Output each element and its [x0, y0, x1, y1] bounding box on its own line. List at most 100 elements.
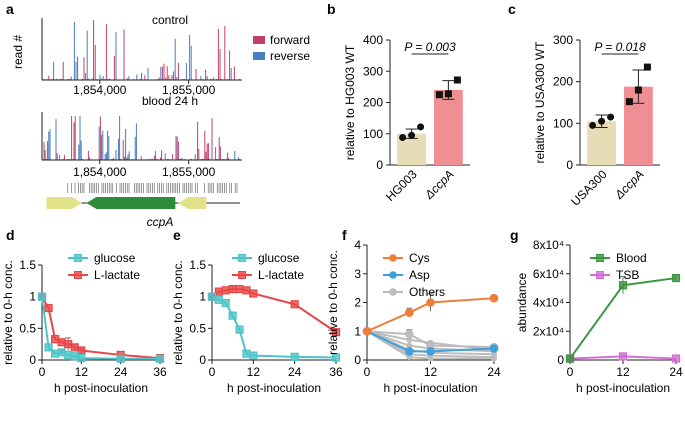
g-y-tick-label: 8x10⁴	[533, 238, 564, 252]
g-point-blood	[618, 281, 628, 290]
b-y-tick-label: 300	[363, 64, 383, 78]
f-line-asp	[366, 330, 495, 353]
g-x-tick-label: 0	[567, 365, 574, 379]
track1-x-label-1855000: 1,855,000	[162, 83, 216, 97]
d-point-glucose	[64, 350, 73, 360]
f-x-tick-label: 24	[487, 365, 501, 379]
gene-arrow-downstream	[178, 197, 207, 209]
f-point-others	[405, 329, 414, 339]
e-x-label: h post-inoculation	[227, 381, 321, 395]
panel-b-bar-chart: 0 100 200 300 400 HG003 ΔccpA P = 0.003 relative…	[343, 33, 470, 204]
gene-label-ccpa: ccpA	[147, 215, 174, 229]
d-point-glucose	[37, 292, 47, 301]
f-others-line	[366, 330, 495, 359]
panel-e-line-chart: 0 0.5 1 1.5 0 12 24 36 h post-inoculation relativ…	[171, 251, 343, 395]
insertion-site-strip	[67, 183, 238, 193]
g-x-tick-label: 12	[616, 365, 630, 379]
b-point	[408, 131, 416, 139]
f-legend-label-asp: Asp	[409, 268, 430, 282]
d-point-glucose	[57, 348, 66, 357]
panel-label-c: c	[508, 1, 516, 17]
d-point-glucose	[51, 349, 60, 358]
e-point-l-lactate	[290, 300, 299, 309]
d-y-tick-label: 0.5	[19, 321, 36, 335]
e-point-glucose	[228, 311, 237, 320]
f-point-cys	[405, 308, 414, 317]
f-others-point	[406, 342, 413, 349]
panel-label-d: d	[6, 227, 15, 243]
c-pvalue: P = 0.018	[594, 40, 646, 54]
f-others-line	[366, 330, 494, 360]
c-y-tick-label: 100	[553, 116, 573, 130]
legend-forward-swatch	[253, 36, 265, 44]
f-y-tick-label: 3	[354, 267, 361, 281]
e-x-tick-label: 0	[209, 365, 216, 379]
b-point	[399, 134, 407, 141]
c-x-label-0: USA300	[568, 167, 610, 209]
f-y-tick-label: 2	[354, 296, 361, 310]
c-point	[634, 86, 642, 94]
e-point-glucose	[221, 298, 230, 308]
c-point	[643, 63, 651, 71]
d-point-glucose	[155, 354, 165, 363]
d-point-l-lactate	[64, 340, 73, 349]
e-legend-label-l-lactate: L-lactate	[258, 268, 304, 282]
g-point-blood	[565, 354, 575, 363]
g-legend-marker-blood	[596, 254, 604, 262]
f-point-asp	[405, 347, 414, 356]
d-y-tick-label: 1	[29, 290, 36, 304]
f-x-label: h post-inoculation	[383, 381, 477, 395]
legend-forward-label: forward	[270, 33, 310, 47]
legend-reverse-label: reverse	[270, 49, 310, 63]
f-y-tick-label: 4	[354, 238, 361, 252]
f-legend-label-others: Others	[409, 285, 445, 299]
c-point	[625, 98, 633, 106]
c-y-tick-label: 0	[566, 158, 573, 172]
d-legend-label-l-lactate: L-lactate	[94, 268, 140, 282]
d-x-tick-label: 0	[39, 365, 46, 379]
f-legend-marker-others	[389, 288, 397, 296]
panel-d-line-chart: 0 0.5 1 1.5 0 12 24 36 h post-inoculation relativ…	[1, 251, 167, 395]
f-legend-marker-cys	[389, 254, 397, 262]
f-legend-label-cys: Cys	[409, 251, 430, 265]
b-y-label: relative to HG003 WT	[343, 44, 357, 160]
g-y-tick-label: 2x10⁴	[533, 324, 564, 338]
f-legend-marker-asp	[389, 271, 397, 279]
track2-x-label-1855000: 1,855,000	[162, 165, 216, 179]
g-point-tsb	[618, 352, 628, 361]
d-x-tick-label: 36	[153, 365, 167, 379]
g-y-tick-label: 6x10⁴	[533, 267, 564, 281]
e-point-glucose	[207, 292, 217, 301]
gene-arrow-ccpa	[86, 197, 176, 209]
e-point-glucose	[214, 295, 223, 304]
b-point	[417, 123, 425, 131]
d-y-tick-label: 0	[29, 353, 36, 367]
coverage-track-control	[43, 20, 240, 80]
f-point-asp	[426, 347, 435, 356]
e-point-l-lactate	[331, 328, 341, 337]
c-point	[589, 121, 597, 129]
b-y-tick-label: 200	[363, 96, 383, 110]
g-legend-label-tsb: TSB	[616, 268, 639, 282]
e-y-tick-label: 0	[199, 353, 206, 367]
f-others-point	[491, 355, 497, 362]
f-y-tick-label: 1	[354, 324, 361, 338]
f-line-others	[366, 330, 495, 349]
f-x-tick-label: 0	[364, 365, 371, 379]
b-bar-1	[434, 90, 463, 165]
e-legend-label-glucose: glucose	[258, 251, 300, 265]
d-legend-label-glucose: glucose	[94, 251, 136, 265]
track1-x-label-1854000: 1,854,000	[73, 83, 127, 97]
e-point-glucose	[331, 353, 341, 362]
e-x-tick-label: 36	[329, 365, 343, 379]
panel-c-bar-chart: 0 100 200 300 USA300 ΔccpA P = 0.018 relative t…	[533, 33, 660, 209]
panel-a-ylabel: read #	[11, 35, 25, 69]
d-x-label: h post-inoculation	[54, 381, 148, 395]
b-point	[435, 91, 443, 99]
d-x-tick-label: 24	[114, 365, 128, 379]
panel-a-track1-title: control	[152, 13, 188, 27]
e-legend-marker-glucose	[238, 254, 246, 262]
d-point-l-lactate	[57, 338, 66, 347]
d-point-l-lactate	[44, 303, 53, 313]
